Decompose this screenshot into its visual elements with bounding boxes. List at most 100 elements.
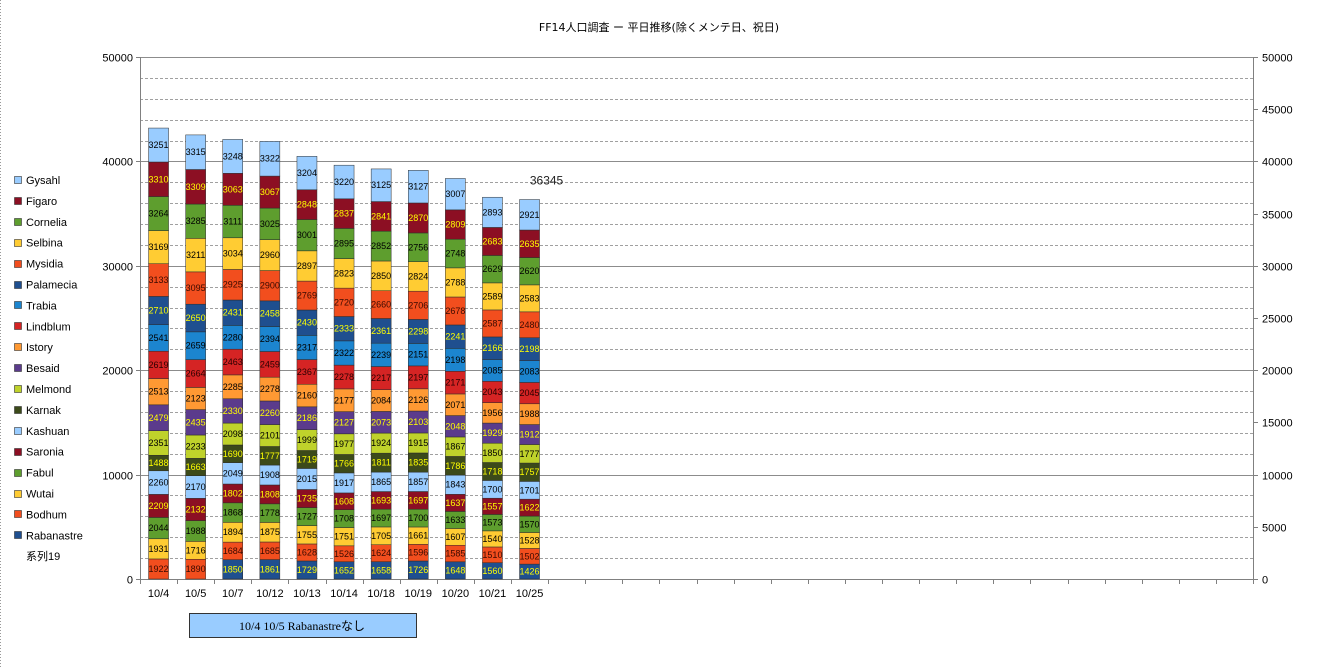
bar-10-5: 1890 1716 1988 2132 2170 1663 2233 2435 2123 2664… <box>185 134 206 580</box>
data-label-melmond: 1999 <box>297 435 317 445</box>
data-label-lindblum: 2367 <box>297 367 317 377</box>
legend-label: Fabul <box>26 468 54 480</box>
data-label-istory: 1988 <box>520 409 540 419</box>
bar-segment-gysahl <box>148 127 169 163</box>
data-label-lindblum: 2043 <box>482 387 502 397</box>
data-label-melmond: 2351 <box>149 438 169 448</box>
data-label-figaro: 2837 <box>334 209 354 219</box>
data-label-mysidia: 2769 <box>297 291 317 301</box>
data-label-melmond: 1777 <box>520 449 540 459</box>
data-label-wutai: 1540 <box>482 534 502 544</box>
data-label-saronia: 1802 <box>223 488 243 498</box>
x-tick-label: 10/5 <box>185 588 206 600</box>
data-label-trabia: 2085 <box>482 365 502 375</box>
data-label-besaid: 1912 <box>520 430 540 440</box>
legend-label: Karnak <box>26 405 61 417</box>
data-label-trabia: 2541 <box>149 333 169 343</box>
right-tick-label: 30000 <box>1262 262 1293 274</box>
data-label-rabanastre: 1726 <box>408 565 428 575</box>
note-box-background <box>189 613 417 638</box>
chart-title: FF14人口調査 ー 平日推移(除くメンテ日、祝日) <box>539 20 779 34</box>
data-label-istory: 2084 <box>371 396 391 406</box>
data-label-kashuan: 1857 <box>408 477 428 487</box>
data-label-lindblum: 2278 <box>334 372 354 382</box>
data-label-rabanastre: 1426 <box>520 567 540 577</box>
data-label-cornelia: 3264 <box>149 209 169 219</box>
legend-swatch <box>14 301 22 309</box>
data-label-besaid: 2103 <box>408 417 428 427</box>
x-tick-label: 10/14 <box>330 588 358 600</box>
legend-label: Saronia <box>26 447 65 459</box>
right-tick-label: 45000 <box>1262 105 1293 117</box>
x-tick-label: 10/25 <box>516 588 544 600</box>
legend-swatch <box>14 260 22 268</box>
data-label-selbina: 3169 <box>149 242 169 252</box>
data-label-melmond: 2233 <box>186 442 206 452</box>
legend-label: Melmond <box>26 384 71 396</box>
data-label-melmond: 1924 <box>371 438 391 448</box>
data-label-istory: 2285 <box>223 382 243 392</box>
data-label-istory: 2513 <box>149 387 169 397</box>
data-label-kashuan: 2260 <box>149 478 169 488</box>
data-label-karnak: 1719 <box>297 454 317 464</box>
data-label-palamecia: 2458 <box>260 309 280 319</box>
data-label-trabia: 2280 <box>223 332 243 342</box>
legend-item-saronia: Saronia <box>14 447 65 459</box>
data-label-rabanastre: 1861 <box>260 564 280 574</box>
data-label-palamecia: 2710 <box>149 306 169 316</box>
legend-swatch <box>14 531 22 539</box>
data-label-karnak: 1766 <box>334 459 354 469</box>
legend-item-cornelia: Cornelia <box>14 217 68 229</box>
data-label-saronia: 1637 <box>445 498 465 508</box>
data-label-saronia: 1808 <box>260 489 280 499</box>
left-tick-label: 20000 <box>102 366 133 378</box>
right-tick-label: 35000 <box>1262 210 1293 222</box>
data-label-melmond: 1867 <box>445 442 465 452</box>
data-label-kashuan: 1700 <box>482 484 502 494</box>
data-label-fabul: 1700 <box>408 513 428 523</box>
data-label-figaro: 2870 <box>408 213 428 223</box>
legend-item-mysidia: Mysidia <box>14 259 64 271</box>
data-label-bodhum: 1596 <box>408 548 428 558</box>
x-tick-label: 10/21 <box>479 588 507 600</box>
data-label-cornelia: 3001 <box>297 230 317 240</box>
legend-item-selbina: Selbina <box>14 238 64 250</box>
note-box: 10/4 10/5 Rabanastreなし <box>189 613 417 638</box>
data-label-mysidia: 2925 <box>223 280 243 290</box>
data-label-cornelia: 2895 <box>334 239 354 249</box>
data-label-palamecia: 2198 <box>520 344 540 354</box>
left-tick-label: 40000 <box>102 157 133 169</box>
legend: Gysahl Figaro Cornelia Selbina Mysidia Palame… <box>14 175 83 563</box>
bar-10-7: 1850 1684 1894 1868 1802 2049 1690 2098 2330 2285… <box>222 139 243 580</box>
legend-swatch <box>14 176 22 184</box>
gridlines <box>140 57 1253 559</box>
data-label-selbina: 2960 <box>260 250 280 260</box>
legend-swatch <box>14 218 22 226</box>
x-tick-label: 10/20 <box>442 588 470 600</box>
bar-10-21: 1560 1510 1540 1573 1557 1700 1718 1850 1929 1956… <box>482 196 503 580</box>
data-label-kashuan: 2049 <box>223 468 243 478</box>
data-label-karnak: 1757 <box>520 467 540 477</box>
legend-item-total-series: 系列19 <box>26 549 60 563</box>
bar-segment-gysahl <box>185 134 206 170</box>
data-label-lindblum: 2217 <box>371 373 391 383</box>
data-label-istory: 2160 <box>297 391 317 401</box>
legend-item-palamecia: Palamecia <box>14 280 78 292</box>
legend-swatch <box>14 427 22 435</box>
data-label-selbina: 3034 <box>223 249 243 259</box>
data-label-besaid: 2479 <box>149 413 169 423</box>
data-label-selbina: 2850 <box>371 271 391 281</box>
legend-label: Besaid <box>26 363 60 375</box>
data-label-palamecia: 2431 <box>223 308 243 318</box>
right-tick-label: 15000 <box>1262 418 1293 430</box>
data-label-bodhum: 1526 <box>334 549 354 559</box>
data-label-rabanastre: 1850 <box>223 564 243 574</box>
data-label-selbina: 2583 <box>520 293 540 303</box>
x-tick-label: 10/7 <box>222 588 243 600</box>
data-label-kashuan: 1865 <box>371 477 391 487</box>
bar-10-18: 1658 1624 1705 1697 1693 1865 1811 1924 2073 2084… <box>370 168 392 580</box>
data-label-fabul: 1570 <box>520 519 540 529</box>
data-label-figaro: 3067 <box>260 187 280 197</box>
data-label-melmond: 1850 <box>482 448 502 458</box>
